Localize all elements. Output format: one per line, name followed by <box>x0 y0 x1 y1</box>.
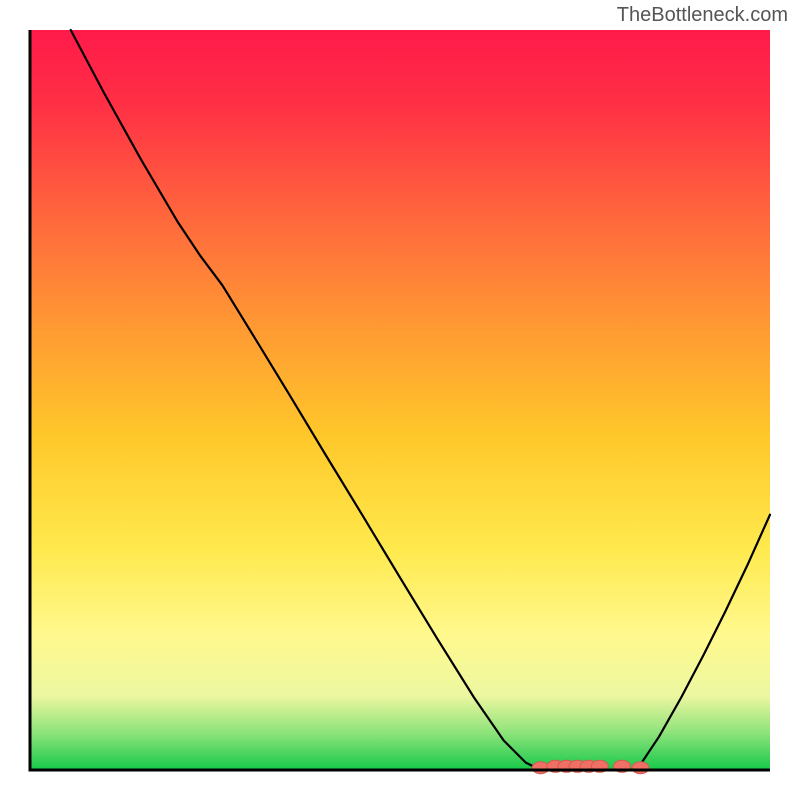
bottleneck-chart <box>0 0 800 800</box>
optimal-marker <box>532 762 549 774</box>
gradient-background <box>30 30 770 770</box>
watermark-text: TheBottleneck.com <box>617 4 788 27</box>
optimal-marker <box>632 762 649 774</box>
